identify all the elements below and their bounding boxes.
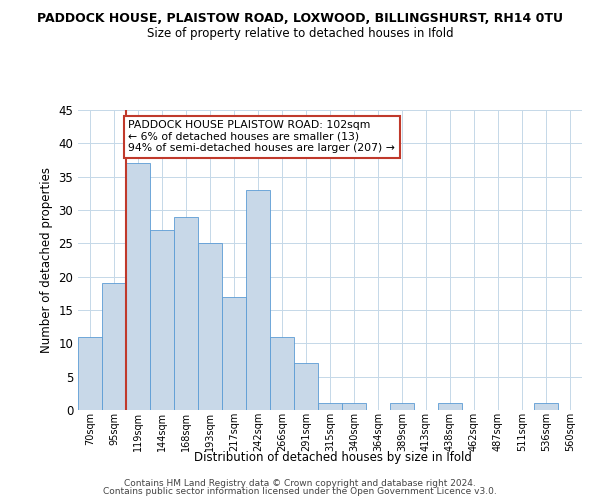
Bar xyxy=(294,364,318,410)
Text: Size of property relative to detached houses in Ifold: Size of property relative to detached ho… xyxy=(146,28,454,40)
Bar xyxy=(198,244,222,410)
Text: Distribution of detached houses by size in Ifold: Distribution of detached houses by size … xyxy=(194,451,472,464)
Bar xyxy=(534,404,558,410)
Bar xyxy=(222,296,246,410)
Bar xyxy=(102,284,126,410)
Text: Contains HM Land Registry data © Crown copyright and database right 2024.: Contains HM Land Registry data © Crown c… xyxy=(124,478,476,488)
Bar xyxy=(342,404,366,410)
Bar xyxy=(126,164,150,410)
Text: Contains public sector information licensed under the Open Government Licence v3: Contains public sector information licen… xyxy=(103,487,497,496)
Bar xyxy=(78,336,102,410)
Bar xyxy=(174,216,198,410)
Bar xyxy=(438,404,462,410)
Text: PADDOCK HOUSE, PLAISTOW ROAD, LOXWOOD, BILLINGSHURST, RH14 0TU: PADDOCK HOUSE, PLAISTOW ROAD, LOXWOOD, B… xyxy=(37,12,563,26)
Bar xyxy=(390,404,414,410)
Bar xyxy=(318,404,342,410)
Bar xyxy=(246,190,270,410)
Y-axis label: Number of detached properties: Number of detached properties xyxy=(40,167,53,353)
Text: PADDOCK HOUSE PLAISTOW ROAD: 102sqm
← 6% of detached houses are smaller (13)
94%: PADDOCK HOUSE PLAISTOW ROAD: 102sqm ← 6%… xyxy=(128,120,395,153)
Bar xyxy=(150,230,174,410)
Bar xyxy=(270,336,294,410)
